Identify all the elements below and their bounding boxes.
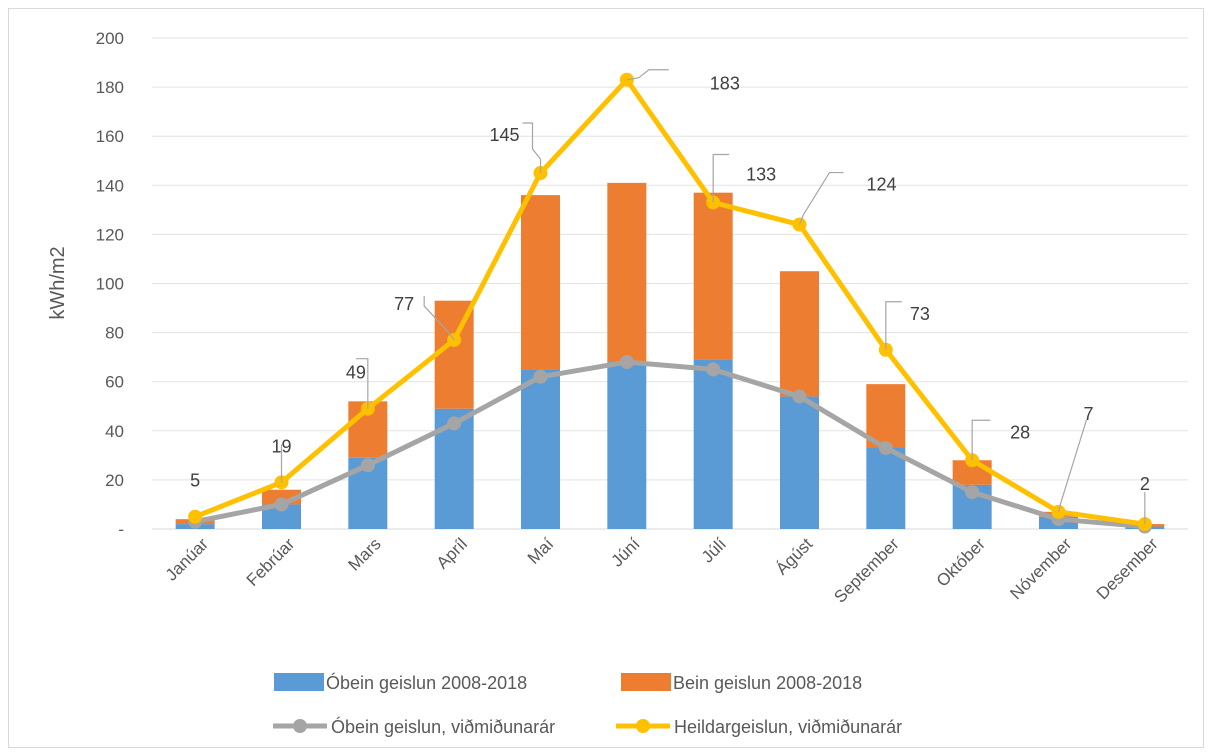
data-label-leader [798, 171, 844, 225]
y-axis-title: kWh/m2 [47, 246, 69, 319]
legend-marker [293, 719, 307, 733]
legend-item: Bein geislun 2008-2018 [621, 673, 862, 693]
y-tick-label: 80 [105, 324, 124, 343]
legend-label: Bein geislun 2008-2018 [673, 673, 862, 693]
x-axis-tick-labels: Janúar Febrúar Mars Apríl Maí Júní Júlí Ágúst Se… [162, 534, 1162, 606]
bar-obein-2008-2018 [693, 359, 733, 529]
bar-bein-2008-2018 [693, 192, 733, 360]
bar-obein-2008-2018 [521, 369, 560, 529]
data-label-leader [971, 419, 991, 461]
x-tick-label: Júlí [698, 534, 730, 566]
y-tick-label: 140 [96, 176, 124, 195]
data-label: 7 [1083, 404, 1093, 424]
point-heildargeislun [188, 509, 203, 524]
point-obein-vidmidunarar [274, 497, 289, 512]
bar-obein-2008-2018 [780, 396, 819, 529]
x-tick-label: Apríl [433, 534, 471, 572]
line-series [188, 72, 1152, 534]
bar-bein-2008-2018 [607, 182, 647, 363]
y-tick-label: 40 [105, 422, 124, 441]
legend-item: Óbein geislun, viðmiðunarár [273, 716, 555, 737]
point-obein-vidmidunarar [360, 458, 375, 473]
data-label: 28 [1010, 422, 1030, 442]
point-obein-vidmidunarar [965, 485, 980, 500]
legend-label: Heildargeislun, viðmiðunarár [674, 717, 902, 737]
y-axis-tick-labels: - 20 40 60 80 100 120 140 160 180 200 [96, 29, 124, 539]
x-tick-label: Ágúst [772, 534, 816, 578]
data-label: 133 [746, 164, 776, 184]
data-label-leader [626, 69, 669, 81]
line-obein-vidmidunarar [192, 359, 1148, 530]
legend-marker [636, 719, 650, 733]
point-obein-vidmidunarar [619, 355, 634, 370]
data-label: 5 [190, 471, 200, 491]
x-tick-label: Júní [607, 534, 643, 570]
x-tick-label: Desember [1093, 534, 1162, 603]
bar-obein-2008-2018 [866, 447, 906, 529]
x-tick-label: September [830, 534, 902, 606]
data-label-leader [423, 295, 455, 341]
legend-item: Heildargeislun, viðmiðunarár [616, 717, 902, 737]
data-label: 73 [910, 304, 930, 324]
stacked-bars [175, 182, 1165, 529]
data-label: 49 [346, 363, 366, 383]
data-label-leader [1057, 419, 1088, 512]
y-tick-label: 120 [96, 225, 124, 244]
x-tick-label: Nóvember [1006, 534, 1075, 603]
y-tick-label: 180 [96, 78, 124, 97]
legend-label: Óbein geislun, viðmiðunarár [331, 716, 555, 737]
point-obein-vidmidunarar [533, 369, 548, 384]
bar-bein-2008-2018 [780, 271, 819, 397]
data-label-leader [355, 358, 369, 409]
y-tick-label: 200 [96, 29, 124, 48]
y-tick-label: 160 [96, 127, 124, 146]
data-label: 124 [866, 175, 896, 195]
point-obein-vidmidunarar [792, 389, 807, 404]
data-labels: 5 19 49 77 145 183 133 124 73 28 7 2 [190, 69, 1150, 525]
x-tick-label: Janúar [162, 534, 212, 584]
data-label: 2 [1140, 474, 1150, 494]
legend: Óbein geislun 2008-2018 Bein geislun 2008… [273, 672, 902, 737]
y-tick-label: 20 [105, 471, 124, 490]
point-obein-vidmidunarar [878, 440, 893, 455]
y-tick-label: - [118, 520, 124, 539]
data-label: 77 [394, 294, 414, 314]
legend-label: Óbein geislun 2008-2018 [326, 672, 527, 693]
data-label-leader [885, 301, 902, 350]
legend-swatch [274, 673, 324, 691]
bar-obein-2008-2018 [607, 362, 647, 529]
data-label-leader [712, 153, 730, 203]
point-obein-vidmidunarar [706, 362, 721, 377]
x-tick-label: Október [933, 534, 989, 590]
line-heildargeislun-vidmidunarar [192, 77, 1148, 527]
x-tick-label: Maí [524, 534, 558, 568]
y-tick-label: 100 [96, 275, 124, 294]
chart-frame [8, 8, 1204, 748]
point-obein-vidmidunarar [447, 416, 462, 431]
legend-item: Óbein geislun 2008-2018 [274, 672, 527, 693]
bar-bein-2008-2018 [521, 195, 560, 370]
x-tick-label: Febrúar [243, 534, 299, 590]
data-label-leader [522, 122, 542, 174]
data-label: 145 [489, 125, 519, 145]
gridlines [152, 37, 1188, 530]
x-tick-label: Mars [345, 534, 385, 574]
data-label: 183 [710, 74, 740, 94]
legend-swatch [621, 673, 671, 691]
y-tick-label: 60 [105, 373, 124, 392]
data-label: 19 [271, 436, 291, 456]
